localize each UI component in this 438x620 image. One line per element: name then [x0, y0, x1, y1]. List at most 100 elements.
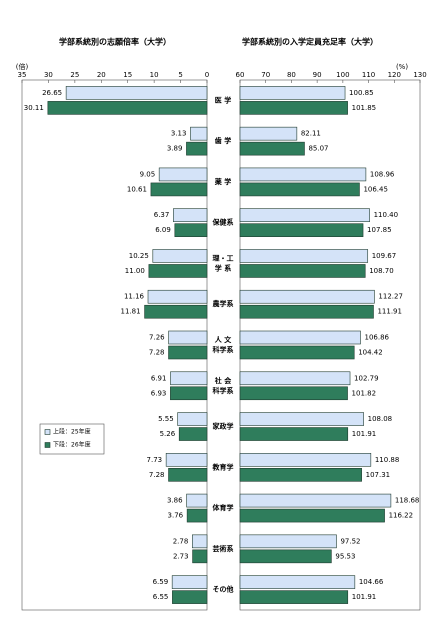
bar	[170, 386, 208, 401]
bar	[152, 249, 208, 263]
x-tick-label: 10	[150, 71, 159, 79]
bar	[192, 534, 208, 549]
bar	[239, 508, 385, 523]
bar	[65, 86, 208, 100]
value-label: 6.09	[155, 226, 171, 234]
value-label: 104.66	[359, 578, 384, 586]
category-label: 人 文科学系	[213, 335, 234, 354]
value-label: 109.67	[372, 252, 397, 260]
bar	[239, 453, 372, 467]
bar	[158, 167, 208, 182]
value-label: 118.68	[395, 497, 420, 505]
value-label: 101.91	[352, 430, 377, 438]
bar	[239, 549, 332, 564]
legend-label: 上段：25年度	[53, 428, 91, 436]
x-tick-label: 35	[18, 71, 27, 79]
value-label: 26.65	[42, 89, 62, 97]
x-tick-label: 15	[123, 71, 132, 79]
value-label: 108.08	[368, 415, 393, 423]
value-label: 5.55	[158, 415, 174, 423]
value-label: 6.91	[151, 374, 167, 382]
bar	[239, 126, 298, 141]
category-label: 家政学	[213, 422, 234, 431]
value-label: 101.91	[352, 593, 377, 601]
bar	[148, 264, 208, 278]
bar	[239, 304, 374, 319]
bar	[239, 249, 369, 263]
bar	[178, 427, 208, 441]
bar	[239, 223, 364, 237]
bar	[186, 493, 208, 508]
value-label: 101.82	[352, 389, 377, 397]
x-tick-label: 130	[413, 71, 426, 79]
value-label: 111.91	[377, 308, 402, 316]
value-label: 100.85	[349, 89, 374, 97]
category-label: 薬 学	[214, 177, 231, 186]
bar	[239, 468, 362, 482]
x-tick-label: 0	[205, 71, 209, 79]
legend-box	[39, 423, 105, 455]
x-tick-label: 110	[362, 71, 375, 79]
x-tick-label: 120	[388, 71, 401, 79]
value-label: 30.11	[24, 104, 44, 112]
bar	[171, 575, 208, 589]
value-label: 3.89	[167, 145, 183, 153]
category-label: 歯 学	[215, 136, 231, 145]
value-label: 110.88	[375, 456, 400, 464]
x-tick-label: 25	[70, 71, 79, 79]
chart-title: 学部系統別の志願倍率（大学）	[59, 37, 171, 47]
bar	[239, 208, 370, 222]
category-label: 理・工学 系	[213, 253, 234, 272]
bar	[239, 289, 375, 304]
x-tick-label: 60	[236, 71, 245, 79]
bar	[190, 126, 208, 141]
bar	[177, 412, 208, 426]
category-label: 保健系	[212, 218, 234, 227]
bar	[192, 549, 208, 564]
bar	[173, 208, 208, 222]
value-label: 6.55	[153, 593, 169, 601]
x-tick-label: 80	[287, 71, 296, 79]
bar	[239, 534, 337, 549]
value-label: 102.79	[354, 374, 379, 382]
category-label: 医 学	[215, 95, 231, 104]
value-label: 82.11	[301, 130, 321, 138]
bar	[168, 345, 208, 360]
value-label: 7.28	[149, 471, 165, 479]
bar	[147, 289, 208, 304]
bar	[168, 330, 208, 345]
value-label: 104.42	[358, 349, 383, 357]
chart-title: 学部系統別の入学定員充足率（大学）	[242, 37, 378, 47]
value-label: 116.22	[389, 512, 414, 520]
bar	[239, 167, 367, 182]
value-label: 7.28	[149, 349, 165, 357]
bar	[239, 182, 360, 197]
bar	[239, 101, 348, 115]
x-tick-label: 70	[261, 71, 270, 79]
category-label: その他	[213, 585, 234, 594]
value-label: 108.96	[370, 170, 395, 178]
value-label: 106.86	[364, 334, 389, 342]
bar	[47, 101, 208, 115]
value-label: 6.93	[151, 389, 167, 397]
bar	[239, 264, 366, 278]
value-label: 3.76	[168, 512, 184, 520]
bar	[239, 330, 361, 345]
bar	[170, 371, 208, 386]
value-label: 107.31	[366, 471, 391, 479]
bar	[172, 590, 208, 604]
category-label: 体育学	[213, 503, 234, 512]
value-label: 107.85	[367, 226, 392, 234]
value-label: 101.85	[352, 104, 377, 112]
x-tick-label: 5	[178, 71, 182, 79]
bar	[239, 427, 349, 441]
value-label: 11.16	[124, 293, 145, 301]
x-tick-label: 20	[97, 71, 106, 79]
bar	[239, 371, 351, 386]
bar	[174, 223, 208, 237]
legend-label: 下段：26年度	[53, 441, 91, 449]
bar	[239, 590, 349, 604]
bar	[144, 304, 208, 319]
category-label: 社 会科学系	[213, 376, 234, 395]
